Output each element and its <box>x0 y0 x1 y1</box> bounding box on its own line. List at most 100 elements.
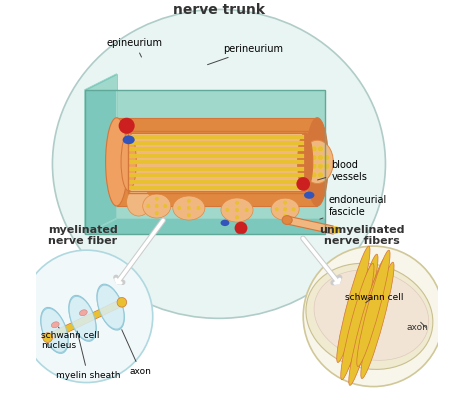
Circle shape <box>118 118 135 134</box>
Circle shape <box>292 153 298 158</box>
Ellipse shape <box>345 254 378 370</box>
Circle shape <box>311 172 317 178</box>
Circle shape <box>279 162 284 167</box>
Text: axon: axon <box>407 323 429 332</box>
Circle shape <box>292 207 296 211</box>
Polygon shape <box>84 74 325 122</box>
Circle shape <box>238 153 244 159</box>
Ellipse shape <box>282 216 292 225</box>
Ellipse shape <box>341 263 374 380</box>
FancyBboxPatch shape <box>128 133 305 191</box>
Circle shape <box>238 162 244 168</box>
Ellipse shape <box>221 198 253 222</box>
Text: schwann cell: schwann cell <box>345 292 403 303</box>
Text: endoneurial
fascicle: endoneurial fascicle <box>320 195 387 219</box>
Ellipse shape <box>80 310 87 316</box>
Circle shape <box>187 199 191 203</box>
Circle shape <box>190 173 195 179</box>
Ellipse shape <box>349 269 382 385</box>
Text: myelin sheath: myelin sheath <box>55 331 120 380</box>
Circle shape <box>318 146 323 152</box>
Circle shape <box>305 163 310 169</box>
Circle shape <box>311 163 317 169</box>
Ellipse shape <box>127 188 151 216</box>
Circle shape <box>20 250 153 383</box>
Text: epineurium: epineurium <box>107 38 163 57</box>
Circle shape <box>286 162 292 167</box>
Polygon shape <box>84 218 325 234</box>
FancyBboxPatch shape <box>129 160 304 164</box>
Text: perineurium: perineurium <box>208 44 283 65</box>
Ellipse shape <box>126 162 152 194</box>
Ellipse shape <box>69 295 96 341</box>
Circle shape <box>272 153 278 158</box>
Circle shape <box>235 215 239 219</box>
Circle shape <box>223 153 228 159</box>
Ellipse shape <box>306 118 328 206</box>
Ellipse shape <box>97 285 124 329</box>
Circle shape <box>230 144 236 149</box>
Circle shape <box>182 173 188 179</box>
Circle shape <box>230 162 236 168</box>
Circle shape <box>296 177 310 191</box>
Circle shape <box>311 155 317 160</box>
Circle shape <box>43 333 53 343</box>
Ellipse shape <box>353 258 386 375</box>
Circle shape <box>163 204 167 208</box>
Ellipse shape <box>337 246 370 362</box>
Circle shape <box>246 162 251 168</box>
Circle shape <box>155 211 159 215</box>
FancyBboxPatch shape <box>129 154 304 158</box>
FancyBboxPatch shape <box>129 135 304 139</box>
Circle shape <box>279 170 284 176</box>
Circle shape <box>182 154 188 160</box>
Circle shape <box>182 145 188 151</box>
Text: nerve trunk: nerve trunk <box>173 3 265 17</box>
Circle shape <box>292 162 298 167</box>
FancyBboxPatch shape <box>129 167 304 171</box>
Ellipse shape <box>271 198 299 220</box>
FancyBboxPatch shape <box>129 173 304 177</box>
Circle shape <box>275 207 279 211</box>
Circle shape <box>238 172 244 177</box>
Circle shape <box>245 208 249 212</box>
Circle shape <box>190 154 195 160</box>
Circle shape <box>197 206 201 210</box>
Text: myelinated
nerve fiber: myelinated nerve fiber <box>48 225 118 246</box>
Polygon shape <box>117 122 325 218</box>
Text: unmyelinated
nerve fibers: unmyelinated nerve fibers <box>319 225 404 246</box>
Circle shape <box>230 172 236 177</box>
Circle shape <box>174 154 180 160</box>
Circle shape <box>286 170 292 176</box>
Circle shape <box>246 153 251 159</box>
Ellipse shape <box>268 138 302 182</box>
Circle shape <box>190 145 195 151</box>
Text: blood
vessels: blood vessels <box>318 160 367 181</box>
Circle shape <box>279 144 284 149</box>
Text: schwann cell
nucleus: schwann cell nucleus <box>41 327 100 350</box>
Circle shape <box>155 204 159 208</box>
Circle shape <box>230 153 236 159</box>
Circle shape <box>223 162 228 168</box>
Circle shape <box>283 214 287 218</box>
Ellipse shape <box>331 227 340 234</box>
Ellipse shape <box>41 307 68 354</box>
Circle shape <box>198 154 203 160</box>
Circle shape <box>182 164 188 169</box>
Polygon shape <box>84 74 117 234</box>
Ellipse shape <box>106 118 128 206</box>
Ellipse shape <box>306 263 433 369</box>
Circle shape <box>225 208 229 212</box>
Ellipse shape <box>304 191 314 199</box>
Ellipse shape <box>298 133 313 191</box>
Ellipse shape <box>361 262 394 379</box>
Circle shape <box>286 144 292 149</box>
Circle shape <box>318 163 323 169</box>
Circle shape <box>311 146 317 152</box>
FancyBboxPatch shape <box>129 147 304 152</box>
Polygon shape <box>287 216 333 234</box>
Circle shape <box>318 155 323 160</box>
Circle shape <box>190 164 195 169</box>
Ellipse shape <box>121 133 137 191</box>
Ellipse shape <box>314 270 429 360</box>
